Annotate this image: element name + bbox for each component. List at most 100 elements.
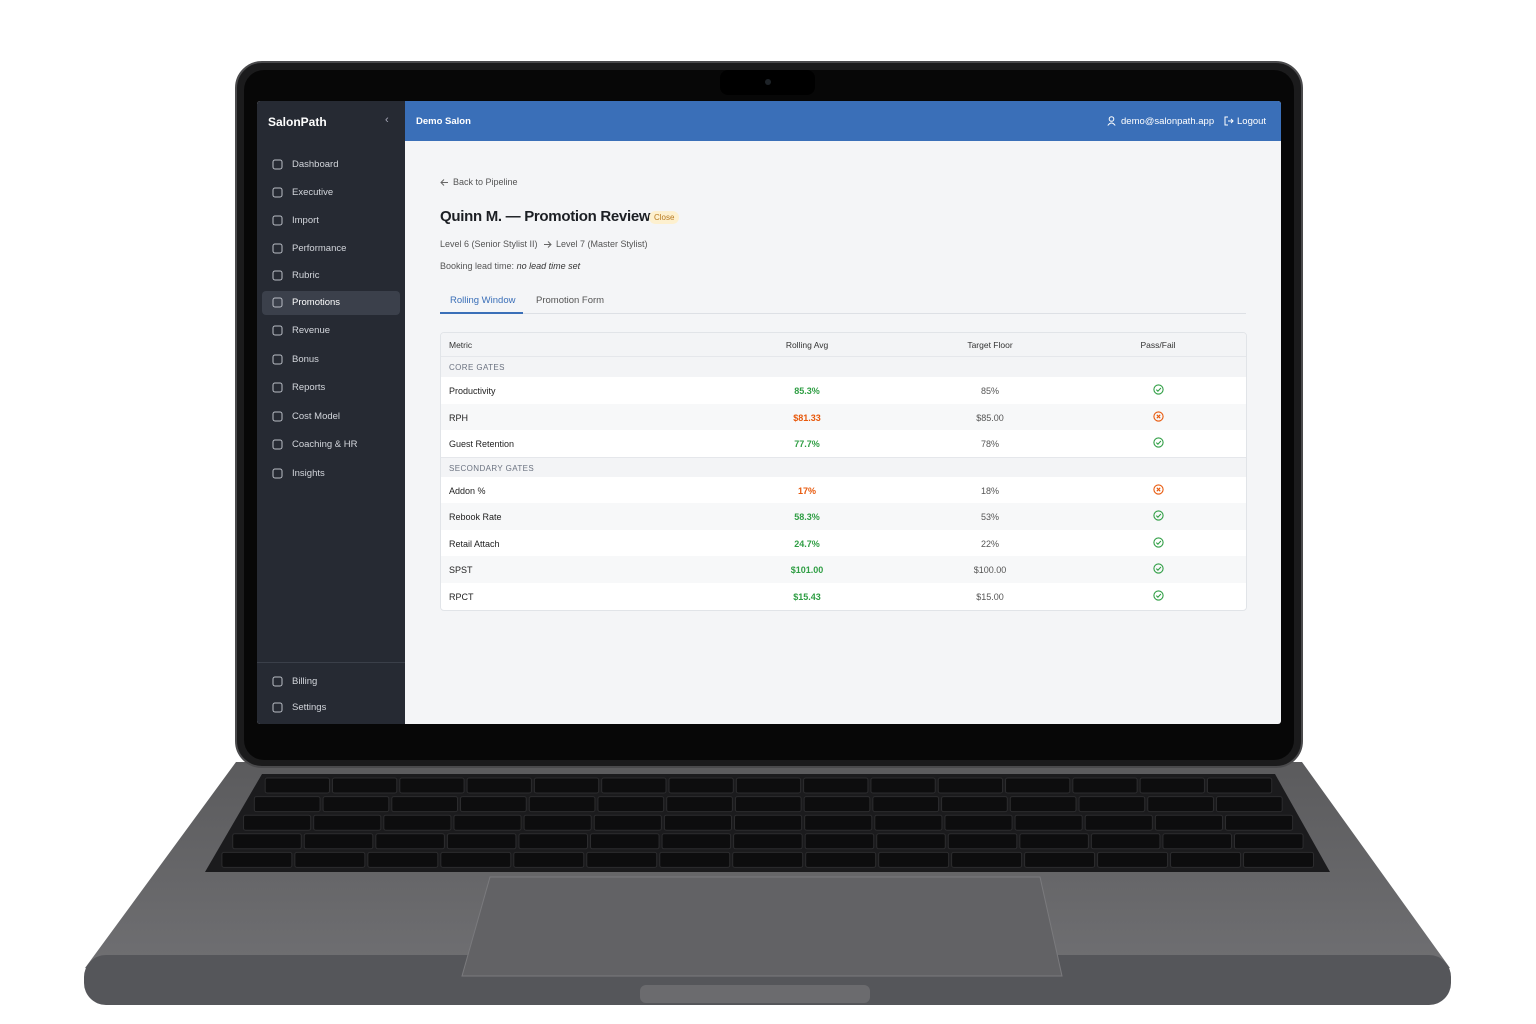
user-icon [1107,116,1116,126]
metrics-table: Metric Rolling Avg Target Floor Pass/Fail CO… [440,332,1247,611]
metric-name: SPST [449,565,473,575]
nav-icon [272,382,283,393]
nav-item[interactable]: Promotions [262,291,400,315]
nav-icon [272,270,283,281]
rolling-avg: $101.00 [790,565,824,575]
key [804,833,875,850]
key [1215,796,1283,813]
nav-label: Rubric [292,270,320,281]
rolling-avg: 77.7% [794,439,820,449]
nav-item[interactable]: Dashboard [262,153,400,177]
from-level: Level 6 (Senior Stylist II) [440,239,538,249]
key [460,796,527,813]
icon-shape [272,468,283,479]
nav-item[interactable]: Settings [262,696,400,720]
key [597,796,665,813]
brand: SalonPath [268,115,327,129]
lead-value: no lead time set [516,261,581,271]
key [941,796,1008,813]
logout[interactable]: Logout [1237,116,1267,127]
fail-icon [1153,483,1164,495]
table-row: RPCT $15.43 $15.00 [441,582,1246,609]
key [586,851,658,868]
nav-icon [272,325,283,336]
icon-shape [272,382,283,393]
table-row: Productivity 85.3% 85% [441,377,1246,404]
metric-name: Guest Retention [449,439,515,449]
nav-label: Performance [292,243,347,254]
metric-name: Retail Attach [449,538,500,549]
nav-item[interactable]: Executive [262,181,400,205]
sidebar: SalonPath ‹ Dashboard Executive Import Perf… [257,101,405,724]
key [533,777,600,794]
collapse-button[interactable]: ‹ [385,114,389,126]
key [1206,777,1273,794]
key [601,777,667,794]
icon-glyph [1156,486,1161,492]
nav-item[interactable]: Import [262,209,400,233]
nav-item[interactable]: Insights [262,462,400,486]
icon-circle [1153,384,1164,395]
key [1147,796,1214,813]
nav-label: Executive [292,187,334,198]
key [1139,777,1205,794]
key [466,777,532,794]
tab[interactable]: Rolling Window [450,295,516,306]
target-floor: 53% [980,512,1000,522]
key [1009,796,1077,813]
pass-icon [1153,536,1164,548]
lead-time: Booking lead time: no lead time set [440,261,580,271]
key [303,833,374,850]
icon-circle [1153,589,1164,601]
page-title: Quinn M. — Promotion Review [440,208,651,225]
key [322,796,390,813]
key [732,851,804,868]
icon-glyph [1155,440,1162,445]
key [221,851,293,868]
key [375,833,445,850]
table-row: SPST $101.00 $100.00 [441,556,1246,583]
key [803,796,871,813]
key [518,833,588,850]
icon-circle [1153,483,1164,495]
table-row: Rebook Rate 58.3% 53% [441,503,1246,530]
icon-shape [272,439,283,450]
key [733,833,803,850]
nav-item[interactable]: Reports [262,376,400,400]
key [659,851,731,868]
divider [257,662,405,663]
nav-item[interactable]: Bonus [262,348,400,372]
nav-item[interactable]: Cost Model [262,405,400,429]
key [878,851,950,868]
tab[interactable]: Promotion Form [536,295,605,306]
back-link[interactable]: Back to Pipeline [453,177,518,187]
key [803,777,869,794]
tab-divider [440,313,1246,314]
key [1024,851,1096,868]
icon-shape [272,676,283,687]
metric-name: RPCT [449,591,474,602]
key [593,814,662,831]
key [513,851,585,868]
key [1162,833,1233,850]
nav-label: Dashboard [292,159,339,170]
nav-icon [272,411,283,422]
nav-item[interactable]: Coaching & HR [262,433,400,457]
rolling-avg: 24.7% [794,538,820,549]
nav-label: Bonus [292,354,319,365]
pass-icon [1153,563,1164,574]
nav-item[interactable]: Revenue [262,319,400,343]
key [1170,851,1242,868]
nav-item[interactable]: Rubric [262,264,400,288]
target-floor: $100.00 [973,565,1007,575]
nav-item[interactable]: Billing [262,670,400,694]
target-floor: $15.00 [976,591,1004,602]
main-content: Back to Pipeline Quinn M. — Promotion Re… [405,141,1281,724]
nav-label: Coaching & HR [292,439,358,450]
nav-item[interactable]: Performance [262,237,400,261]
nav-label: Import [292,215,319,226]
icon-shape [272,297,283,308]
key [243,814,312,831]
nav-icon [272,439,283,450]
nav-label: Cost Model [292,411,341,422]
